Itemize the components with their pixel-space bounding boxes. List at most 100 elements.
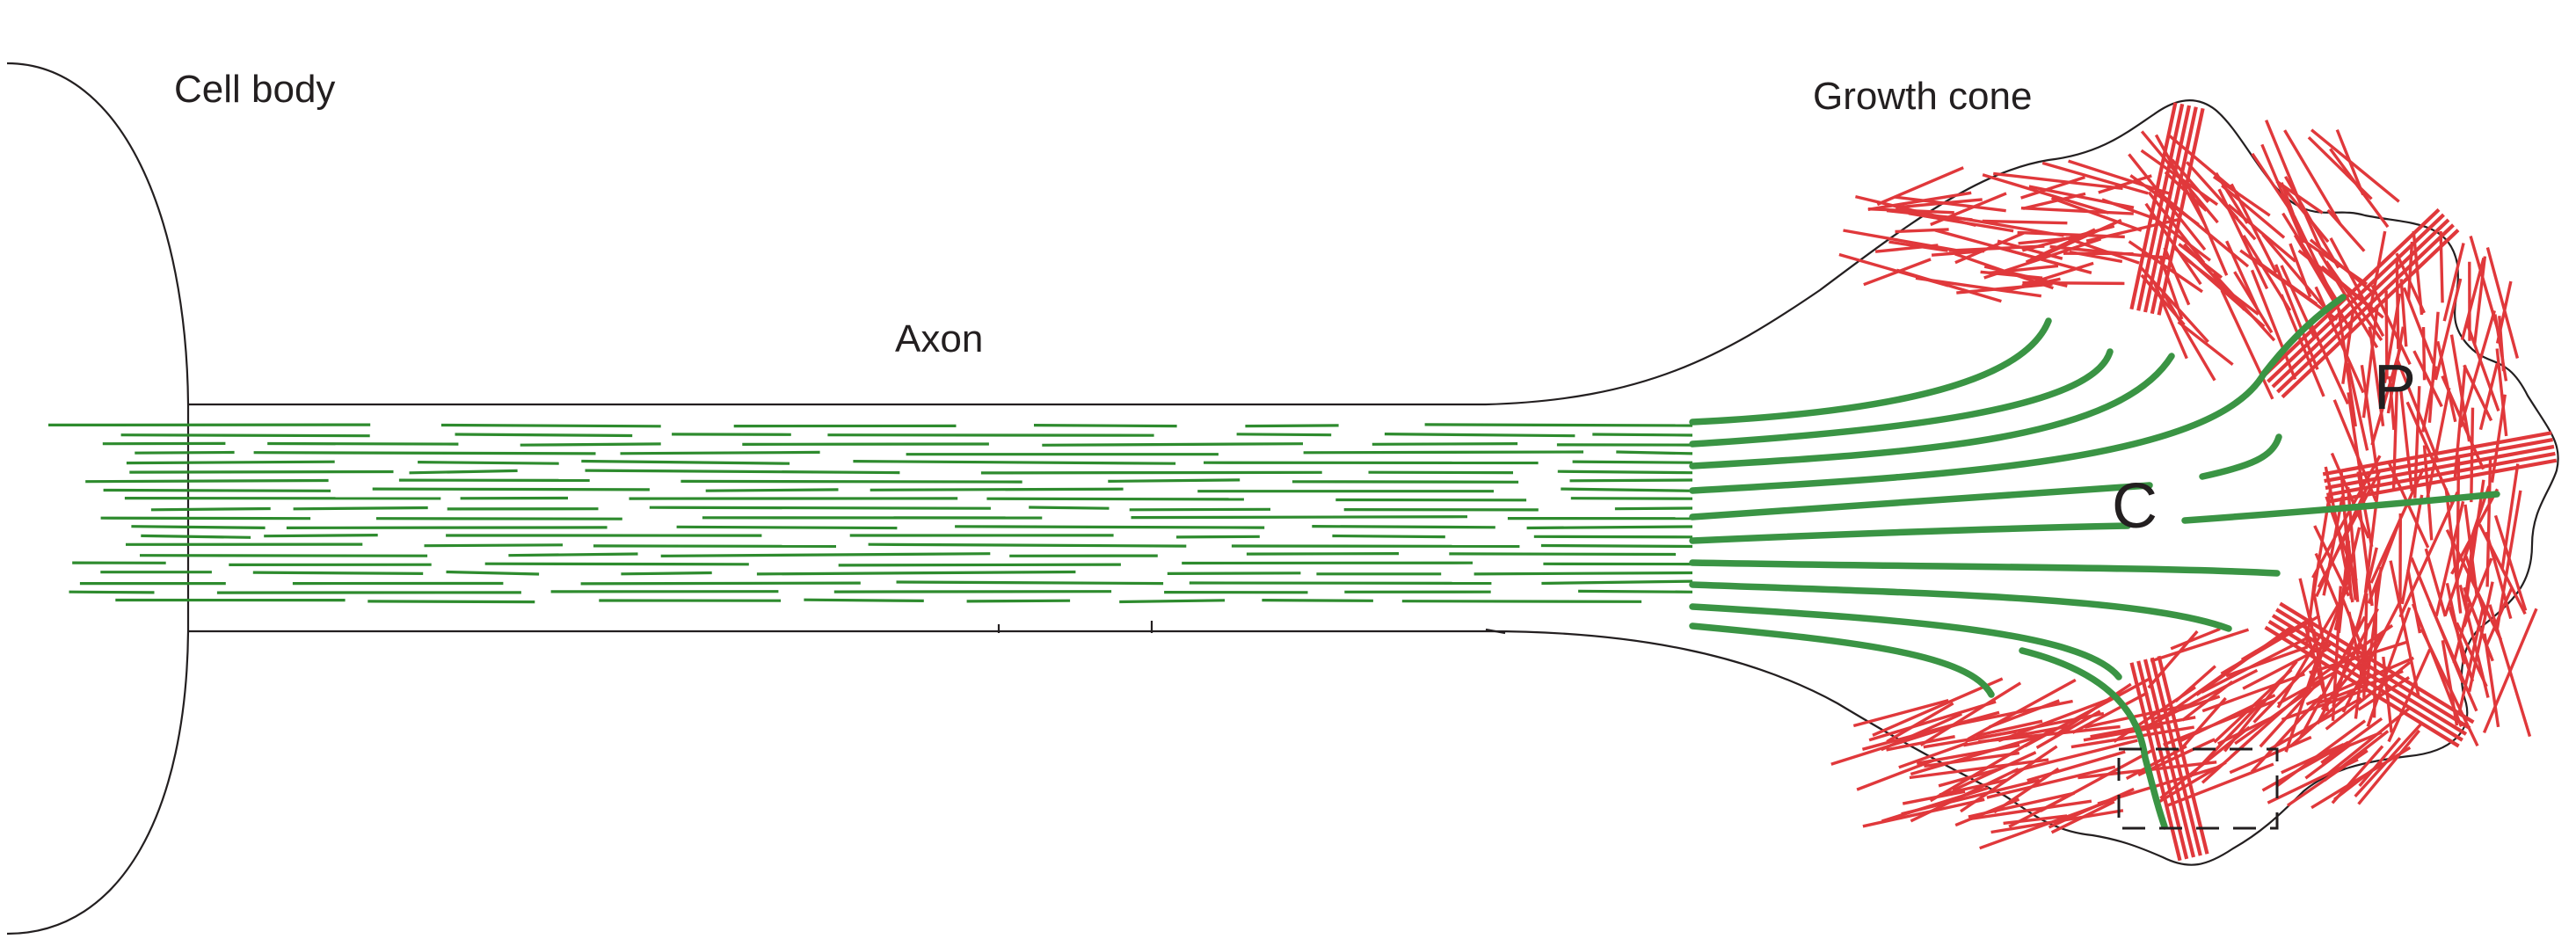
actin-filament (2366, 607, 2412, 727)
actin-bundle (2271, 614, 2468, 736)
axon-microtubule (870, 487, 1124, 491)
actin-filament (2150, 628, 2250, 663)
actin-filament (1993, 171, 2123, 191)
actin-filament (2307, 135, 2373, 200)
axon-microtubule (1540, 543, 1693, 549)
axon-microtubule (252, 571, 424, 575)
axon-microtubule (418, 461, 559, 465)
axon-microtubule (1541, 579, 1693, 586)
actin-filament (2230, 183, 2278, 273)
actin-filament (2318, 251, 2379, 349)
axon-microtubule (264, 534, 378, 538)
actin-filament (2368, 326, 2385, 426)
axon-microtubule (100, 516, 311, 520)
actin-filament-network (1830, 102, 2558, 862)
axon-microtubule (838, 563, 1121, 567)
actin-filament (2332, 399, 2377, 502)
actin-filament (2314, 286, 2365, 394)
actin-bundle (2281, 229, 2460, 399)
actin-filament (1876, 166, 1964, 207)
axon-microtubule (955, 525, 1265, 529)
actin-filament (2212, 272, 2276, 342)
axon-microtubule (620, 450, 820, 455)
actin-filament (2357, 729, 2421, 805)
actin-filament (1986, 765, 2116, 799)
axon-microtubule (120, 433, 370, 438)
actin-filament (2468, 581, 2494, 692)
axon-microtubule (868, 542, 1187, 548)
actin-filament (2020, 207, 2134, 215)
actin-filament (2098, 174, 2152, 194)
actin-filament (2310, 324, 2350, 405)
axon-microtubule (621, 571, 712, 576)
actin-filament (2181, 680, 2234, 722)
axon-microtubule (705, 488, 839, 492)
axon-microtubule (141, 534, 251, 539)
actin-filament (2183, 243, 2246, 311)
axon-microtubule (409, 469, 518, 475)
actin-filament (2068, 159, 2170, 195)
actin-filament (2442, 243, 2465, 322)
actin-filament (2213, 668, 2293, 744)
actin-filament (2186, 161, 2239, 220)
actin-filament (2163, 699, 2276, 746)
actin-filament (2281, 688, 2367, 722)
actin-filament (2464, 321, 2500, 411)
axon-microtubule (585, 469, 900, 475)
microtubule-pioneer (1689, 294, 2347, 494)
axon-microtubule (593, 544, 837, 549)
actin-filament (2322, 496, 2344, 596)
axon-microtubule (660, 552, 991, 557)
axon-microtubule (1108, 478, 1241, 483)
axon-microtubule (1449, 552, 1677, 557)
actin-filament (1969, 799, 2092, 820)
actin-bundle (2150, 106, 2198, 315)
actin-filament (1881, 786, 1990, 823)
axon-microtubule (1029, 506, 1110, 510)
actin-filament (2478, 362, 2500, 431)
axon-microtubule (367, 600, 535, 604)
actin-filament (2463, 364, 2493, 422)
actin-filament (1982, 219, 2068, 225)
axon-microtubule (980, 470, 1322, 475)
actin-filament (2020, 175, 2086, 200)
actin-filament (2053, 682, 2132, 738)
actin-filament (2439, 230, 2444, 303)
actin-filament (1861, 710, 2000, 751)
microtubule-splay (1689, 317, 2052, 426)
axon-microtubule (756, 570, 1076, 576)
actin-bundle (2129, 662, 2182, 862)
actin-filament (2340, 495, 2357, 601)
actin-filament (1997, 239, 2063, 260)
actin-filament (2215, 171, 2249, 224)
actin-filament (2354, 723, 2423, 798)
actin-filament (2472, 256, 2487, 346)
axon-microtubule (69, 590, 155, 594)
actin-bundle (2276, 223, 2455, 394)
actin-filament (2003, 814, 2068, 826)
actin-filament (2289, 680, 2366, 748)
actin-filament (2387, 648, 2432, 743)
axon-microtubule (1561, 487, 1693, 492)
actin-filament (2448, 606, 2475, 682)
actin-filament (1852, 699, 1949, 728)
actin-filament (2041, 161, 2149, 195)
microtubule-pioneer (1689, 622, 1995, 698)
actin-filament (2311, 590, 2327, 652)
axon-microtubule (293, 506, 428, 511)
p-domain-label: P (2374, 353, 2416, 423)
actin-filament (2150, 214, 2211, 262)
actin-filament (2220, 289, 2274, 400)
actin-filament (2280, 182, 2305, 244)
actin-filament (2495, 348, 2508, 437)
actin-filament (2050, 196, 2143, 232)
actin-filament (2039, 749, 2153, 812)
axon-microtubule (508, 552, 638, 557)
actin-filament (2311, 484, 2333, 596)
actin-filament (2113, 686, 2196, 743)
actin-filament (1843, 229, 1961, 253)
actin-filament (2406, 569, 2422, 634)
axon-microtubule (896, 580, 1164, 586)
growth-cone-label: Growth cone (1813, 75, 2032, 118)
actin-filament (2399, 279, 2408, 347)
